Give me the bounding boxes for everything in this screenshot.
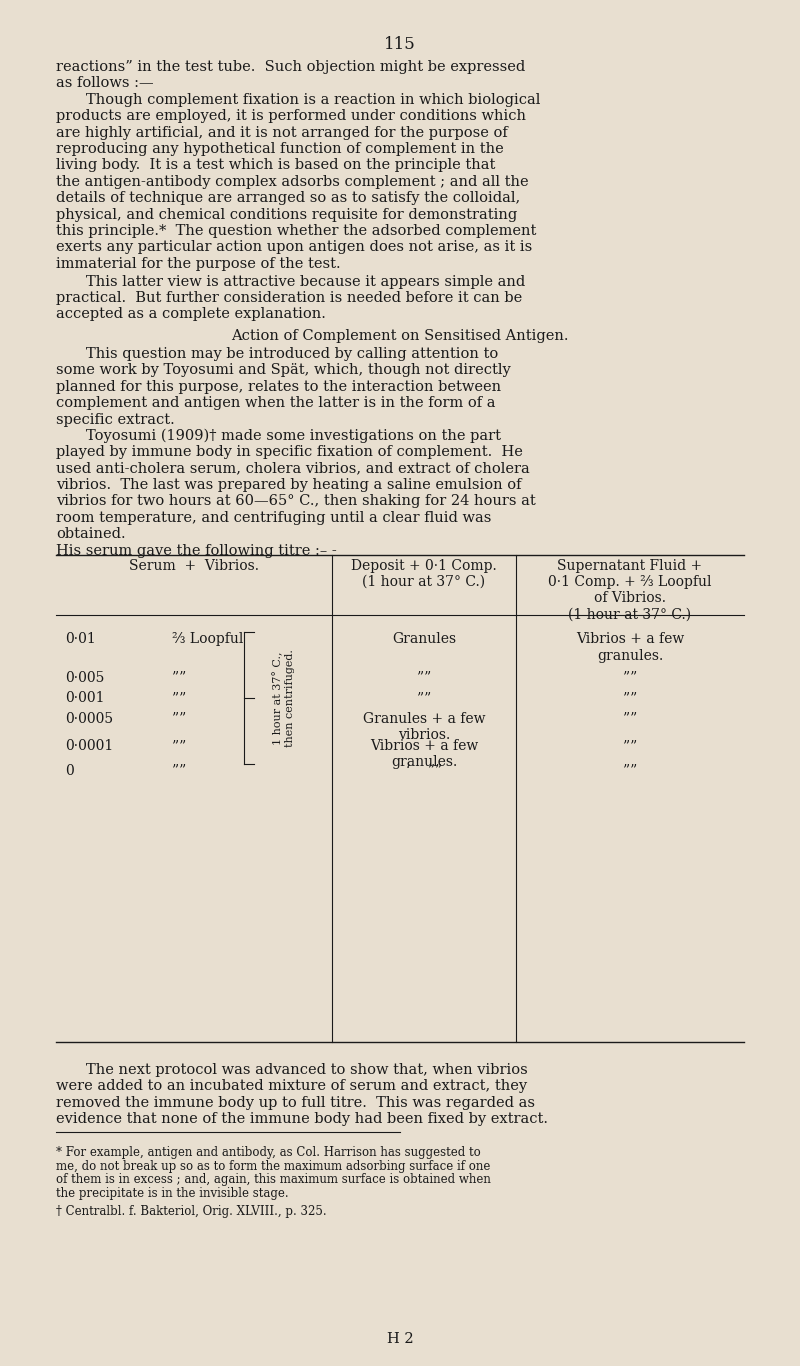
Text: ””: ”” [623, 764, 637, 777]
Text: ‘    ””: ‘ ”” [406, 764, 442, 777]
Text: me, do not break up so as to form the maximum adsorbing surface if one: me, do not break up so as to form the ma… [56, 1160, 490, 1173]
Text: ””: ”” [623, 739, 637, 753]
Text: reproducing any hypothetical function of complement in the: reproducing any hypothetical function of… [56, 142, 504, 156]
Text: ””: ”” [623, 671, 637, 684]
Text: vibrios.  The last was prepared by heating a saline emulsion of: vibrios. The last was prepared by heatin… [56, 478, 522, 492]
Text: ””: ”” [417, 691, 431, 705]
Text: products are employed, it is performed under conditions which: products are employed, it is performed u… [56, 109, 526, 123]
Text: the precipitate is in the invisible stage.: the precipitate is in the invisible stag… [56, 1187, 289, 1201]
Text: This question may be introduced by calling attention to: This question may be introduced by calli… [86, 347, 498, 361]
Text: complement and antigen when the latter is in the form of a: complement and antigen when the latter i… [56, 396, 495, 410]
Text: the antigen-antibody complex adsorbs complement ; and all the: the antigen-antibody complex adsorbs com… [56, 175, 529, 189]
Text: Granules: Granules [392, 632, 456, 646]
Text: immaterial for the purpose of the test.: immaterial for the purpose of the test. [56, 257, 341, 270]
Text: Toyosumi (1909)† made some investigations on the part: Toyosumi (1909)† made some investigation… [86, 429, 501, 444]
Text: 0·0005: 0·0005 [66, 712, 114, 725]
Text: played by immune body in specific fixation of complement.  He: played by immune body in specific fixati… [56, 445, 523, 459]
Text: details of technique are arranged so as to satisfy the colloidal,: details of technique are arranged so as … [56, 191, 520, 205]
Text: Vibrios + a few
granules.: Vibrios + a few granules. [576, 632, 684, 663]
Text: vibrios for two hours at 60—65° C., then shaking for 24 hours at: vibrios for two hours at 60—65° C., then… [56, 494, 536, 508]
Text: this principle.*  The question whether the adsorbed complement: this principle.* The question whether th… [56, 224, 536, 238]
Text: 0·005: 0·005 [66, 671, 105, 684]
Text: accepted as a complete explanation.: accepted as a complete explanation. [56, 307, 326, 321]
Text: ””: ”” [623, 691, 637, 705]
Text: planned for this purpose, relates to the interaction between: planned for this purpose, relates to the… [56, 380, 501, 393]
Text: ⅔ Loopful: ⅔ Loopful [172, 632, 243, 646]
Text: ””: ”” [623, 712, 637, 725]
Text: ””: ”” [172, 739, 186, 753]
Text: physical, and chemical conditions requisite for demonstrating: physical, and chemical conditions requis… [56, 208, 518, 221]
Text: are highly artificial, and it is not arranged for the purpose of: are highly artificial, and it is not arr… [56, 126, 508, 139]
Text: ””: ”” [172, 764, 186, 777]
Text: exerts any particular action upon antigen does not arise, as it is: exerts any particular action upon antige… [56, 240, 532, 254]
Text: Serum  +  Vibrios.: Serum + Vibrios. [129, 559, 259, 572]
Text: ””: ”” [172, 671, 186, 684]
Text: as follows :—: as follows :— [56, 76, 154, 90]
Text: 0·0001: 0·0001 [66, 739, 114, 753]
Text: Supernatant Fluid +
0·1 Comp. + ⅔ Loopful
of Vibrios.
(1 hour at 37° C.): Supernatant Fluid + 0·1 Comp. + ⅔ Loopfu… [548, 559, 712, 622]
Text: 0·01: 0·01 [66, 632, 96, 646]
Text: living body.  It is a test which is based on the principle that: living body. It is a test which is based… [56, 158, 495, 172]
Text: Action of Complement on Sensitised Antigen.: Action of Complement on Sensitised Antig… [231, 329, 569, 343]
Text: 0: 0 [66, 764, 74, 777]
Text: 0·001: 0·001 [66, 691, 105, 705]
Text: practical.  But further consideration is needed before it can be: practical. But further consideration is … [56, 291, 522, 305]
Text: ””: ”” [417, 671, 431, 684]
Text: This latter view is attractive because it appears simple and: This latter view is attractive because i… [86, 275, 525, 288]
Text: were added to an incubated mixture of serum and extract, they: were added to an incubated mixture of se… [56, 1079, 527, 1093]
Text: obtained.: obtained. [56, 527, 126, 541]
Text: Vibrios + a few
granules.: Vibrios + a few granules. [370, 739, 478, 769]
Text: * For example, antigen and antibody, as Col. Harrison has suggested to: * For example, antigen and antibody, as … [56, 1146, 481, 1160]
Text: used anti-cholera serum, cholera vibrios, and extract of cholera: used anti-cholera serum, cholera vibrios… [56, 462, 530, 475]
Text: ””: ”” [172, 691, 186, 705]
Text: some work by Toyosumi and Spät, which, though not directly: some work by Toyosumi and Spät, which, t… [56, 363, 510, 377]
Text: specific extract.: specific extract. [56, 413, 174, 426]
Text: reactions” in the test tube.  Such objection might be expressed: reactions” in the test tube. Such object… [56, 60, 526, 74]
Text: removed the immune body up to full titre.  This was regarded as: removed the immune body up to full titre… [56, 1096, 535, 1109]
Text: room temperature, and centrifuging until a clear fluid was: room temperature, and centrifuging until… [56, 511, 491, 525]
Text: Deposit + 0·1 Comp.
(1 hour at 37° C.): Deposit + 0·1 Comp. (1 hour at 37° C.) [351, 559, 497, 589]
Text: Granules + a few
vibrios.: Granules + a few vibrios. [362, 712, 486, 742]
Text: 115: 115 [384, 36, 416, 52]
Text: The next protocol was advanced to show that, when vibrios: The next protocol was advanced to show t… [86, 1063, 527, 1076]
Text: H 2: H 2 [386, 1332, 414, 1346]
Text: 1 hour at 37° C.,
then centrifuged.: 1 hour at 37° C., then centrifuged. [273, 649, 295, 747]
Text: of them is in excess ; and, again, this maximum surface is obtained when: of them is in excess ; and, again, this … [56, 1173, 491, 1187]
Text: † Centralbl. f. Bakteriol, Orig. XLVIII., p. 325.: † Centralbl. f. Bakteriol, Orig. XLVIII.… [56, 1205, 326, 1218]
Text: His serum gave the following titre :– -: His serum gave the following titre :– - [56, 544, 337, 557]
Text: Though complement fixation is a reaction in which biological: Though complement fixation is a reaction… [86, 93, 540, 107]
Text: ””: ”” [172, 712, 186, 725]
Text: evidence that none of the immune body had been fixed by extract.: evidence that none of the immune body ha… [56, 1112, 548, 1126]
